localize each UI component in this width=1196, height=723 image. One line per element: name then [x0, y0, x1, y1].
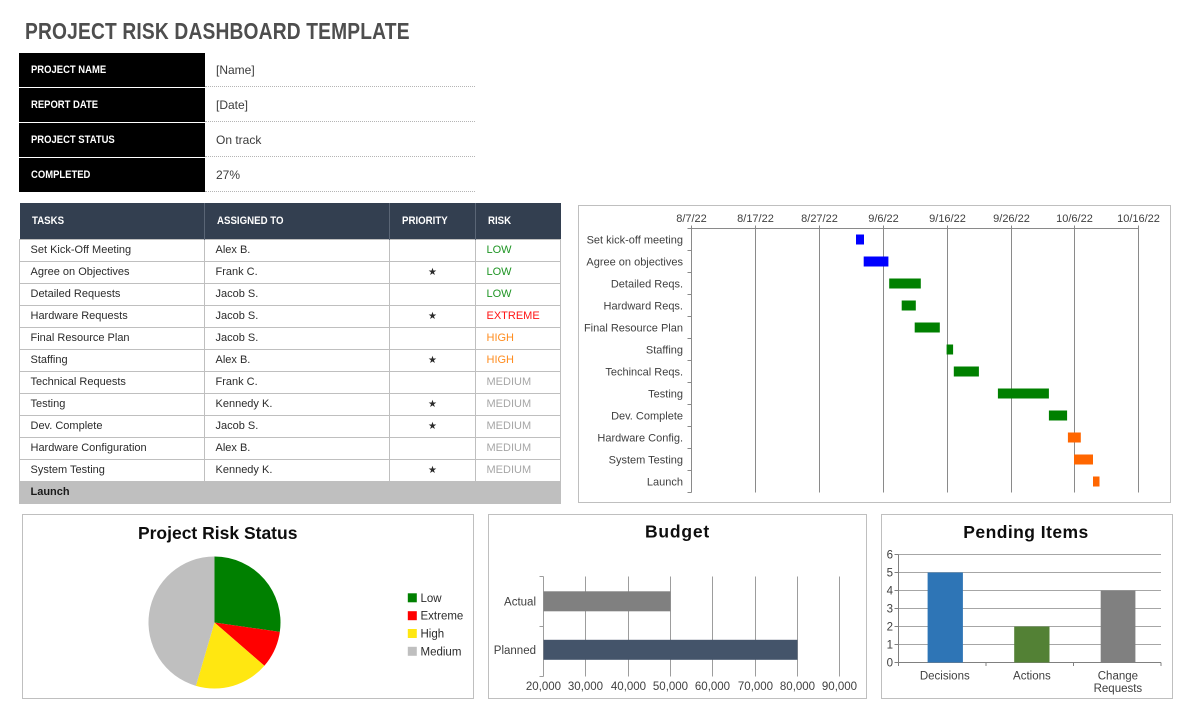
- svg-text:Budget: Budget: [645, 522, 710, 542]
- svg-text:High: High: [421, 629, 445, 641]
- svg-text:Low: Low: [421, 593, 443, 605]
- svg-text:0: 0: [887, 658, 893, 670]
- svg-text:Medium: Medium: [421, 646, 462, 658]
- svg-text:2: 2: [887, 622, 893, 634]
- svg-text:10/16/22: 10/16/22: [1117, 213, 1160, 225]
- svg-text:Extreme: Extreme: [421, 611, 464, 623]
- svg-text:9/6/22: 9/6/22: [868, 213, 899, 225]
- svg-text:Actual: Actual: [504, 596, 536, 608]
- svg-text:Staffing: Staffing: [646, 345, 683, 357]
- svg-text:9/16/22: 9/16/22: [929, 213, 966, 225]
- svg-text:Actions: Actions: [1013, 670, 1051, 682]
- svg-text:30,000: 30,000: [568, 681, 603, 693]
- svg-text:40,000: 40,000: [611, 681, 646, 693]
- svg-text:10/6/22: 10/6/22: [1056, 213, 1093, 225]
- svg-text:Dev. Complete: Dev. Complete: [611, 411, 683, 423]
- svg-text:5: 5: [887, 568, 893, 580]
- svg-text:Detailed Reqs.: Detailed Reqs.: [611, 279, 683, 291]
- svg-text:Hardward Reqs.: Hardward Reqs.: [604, 301, 683, 313]
- svg-text:Decisions: Decisions: [920, 670, 970, 682]
- svg-text:Requests: Requests: [1094, 683, 1143, 695]
- svg-text:Techincal Reqs.: Techincal Reqs.: [605, 367, 683, 379]
- svg-text:System Testing: System Testing: [609, 455, 683, 467]
- svg-text:Planned: Planned: [494, 645, 536, 657]
- svg-text:90,000: 90,000: [822, 681, 857, 693]
- svg-text:Hardware Config.: Hardware Config.: [597, 433, 683, 445]
- svg-text:4: 4: [887, 586, 894, 598]
- svg-text:9/26/22: 9/26/22: [993, 213, 1030, 225]
- svg-text:50,000: 50,000: [653, 681, 688, 693]
- svg-text:Agree on objectives: Agree on objectives: [586, 257, 683, 269]
- svg-text:Set kick-off meeting: Set kick-off meeting: [587, 235, 683, 247]
- svg-text:8/27/22: 8/27/22: [801, 213, 838, 225]
- svg-text:60,000: 60,000: [695, 681, 730, 693]
- svg-text:Testing: Testing: [648, 389, 683, 401]
- svg-text:80,000: 80,000: [780, 681, 815, 693]
- svg-text:Launch: Launch: [647, 477, 683, 489]
- svg-text:Change: Change: [1098, 670, 1138, 682]
- svg-text:Project Risk Status: Project Risk Status: [138, 523, 298, 543]
- svg-text:8/7/22: 8/7/22: [676, 213, 707, 225]
- svg-text:20,000: 20,000: [526, 681, 561, 693]
- svg-text:Pending Items: Pending Items: [963, 522, 1088, 542]
- svg-text:70,000: 70,000: [738, 681, 773, 693]
- svg-text:1: 1: [887, 640, 893, 652]
- svg-text:8/17/22: 8/17/22: [737, 213, 774, 225]
- svg-text:6: 6: [887, 550, 893, 562]
- svg-text:3: 3: [887, 604, 893, 616]
- svg-text:Final Resource Plan: Final Resource Plan: [584, 323, 683, 335]
